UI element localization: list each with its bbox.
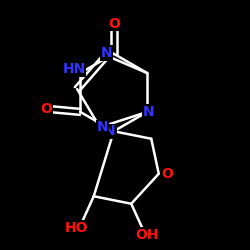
Text: N: N	[143, 105, 154, 119]
Text: N: N	[96, 120, 108, 134]
Text: O: O	[108, 17, 120, 31]
Text: OH: OH	[136, 228, 159, 242]
Text: O: O	[40, 102, 52, 117]
Text: HN: HN	[62, 62, 86, 76]
Text: N: N	[100, 46, 112, 60]
Text: O: O	[162, 167, 173, 181]
Text: HO: HO	[64, 220, 88, 234]
Text: N: N	[104, 124, 116, 138]
